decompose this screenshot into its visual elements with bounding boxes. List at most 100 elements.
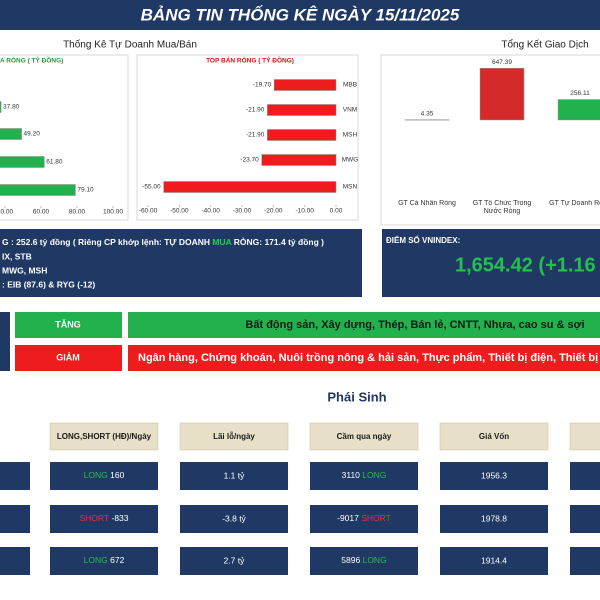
- x-tick-label: -50.00: [170, 208, 189, 215]
- carry-side: LONG: [362, 470, 386, 480]
- x-tick-label: -10.00: [295, 208, 314, 215]
- up-label-box: [15, 312, 122, 338]
- bar: [0, 128, 22, 140]
- cost-cell: 1956.3: [481, 470, 507, 480]
- row-cell: [440, 462, 548, 490]
- position-side: LONG: [84, 555, 108, 565]
- chart-subtitle: TOP BÁN RÒNG ( TỶ ĐỒNG): [206, 55, 294, 65]
- row-cell: [180, 462, 288, 490]
- value-label: 79.10: [77, 187, 94, 194]
- x-tick-label: 0.00: [330, 208, 343, 215]
- summary-line: G : 252.6 tỷ đồng ( Riêng CP khớp lệnh: …: [2, 236, 324, 247]
- summary-highlight: MUA: [212, 237, 231, 247]
- cost-cell: 1914.4: [481, 555, 507, 565]
- bar: [0, 101, 2, 113]
- x-tick-label: -30.00: [233, 208, 252, 215]
- row-cell: [570, 462, 600, 490]
- category-label-box: GT Tự Doanh Ròng: [549, 200, 600, 207]
- vnindex-value: 1,654.42 (+1.16: [455, 254, 596, 276]
- bar: [479, 67, 525, 121]
- position-cell: LONG 672: [84, 555, 125, 565]
- down-label: GIẢM: [56, 351, 80, 362]
- row-cell: [310, 505, 418, 533]
- carry-cell: 3110 LONG: [342, 470, 387, 480]
- value-label: 647.39: [492, 59, 512, 66]
- carry-side: SHORT: [361, 513, 391, 523]
- position-contracts: -833: [111, 513, 128, 523]
- bar: [0, 184, 76, 196]
- value-label: -21.90: [246, 132, 265, 139]
- chart-subtitle: A RÒNG ( TỶ ĐỒNG): [0, 55, 63, 65]
- value-label: 61.80: [46, 159, 63, 166]
- page-title: BẢNG TIN THỐNG KÊ NGÀY 15/11/2025: [141, 5, 460, 24]
- value-label: -23.70: [240, 157, 259, 164]
- pnl-cell: 1.1 tỷ: [224, 470, 246, 480]
- sector-side: [0, 312, 10, 371]
- row-cell: [310, 547, 418, 575]
- header-cell: [179, 422, 289, 451]
- bar: [557, 99, 600, 121]
- x-tick-label: 100.00: [103, 209, 123, 216]
- summary-line: IX, STB: [2, 251, 32, 261]
- bar: [0, 156, 45, 168]
- carry-cell: 5896 LONG: [341, 555, 386, 565]
- row-cell: [180, 547, 288, 575]
- pnl-cell: -3.8 tỷ: [222, 513, 246, 523]
- vnindex-label: ĐIỂM SỐ VNINDEX:: [386, 235, 460, 245]
- summary-text: G : 252.6 tỷ đồng ( Riêng CP khớp lệnh: …: [2, 237, 212, 247]
- pnl-cell: 2.7 tỷ: [224, 555, 246, 565]
- position-cell: SHORT -833: [80, 513, 129, 523]
- position-side: SHORT: [80, 513, 110, 523]
- bar: [267, 104, 337, 116]
- position-side: LONG: [84, 470, 108, 480]
- summary-text: RÒNG: 171.4 tỷ đồng ): [231, 236, 324, 247]
- row-cell: [50, 505, 158, 533]
- x-tick-label: 80.00: [69, 209, 86, 216]
- row-cell: [50, 547, 158, 575]
- row-cell: [0, 505, 30, 533]
- carry-qty: -9017: [337, 513, 359, 523]
- summary-line: : EIB (87.6) & RYG (-12): [2, 279, 95, 289]
- position-contracts: 160: [110, 470, 124, 480]
- row-cell: [0, 462, 30, 490]
- category-label: VNM: [343, 107, 357, 114]
- carry-qty: 3110: [342, 470, 361, 480]
- bar: [267, 129, 337, 141]
- x-tick-label: -40.00: [201, 208, 220, 215]
- value-label: 37.80: [3, 104, 20, 111]
- derivatives-title: Phái Sinh: [327, 389, 386, 404]
- row-cell: [50, 462, 158, 490]
- category-label: GT Tổ Chức Trong Nước Ròng: [472, 200, 532, 216]
- value-label: -21.90: [246, 107, 265, 114]
- row-cell: [570, 505, 600, 533]
- row-cell: [180, 505, 288, 533]
- summary-box: [0, 229, 362, 297]
- value-label: 4.35: [421, 110, 434, 117]
- row-cell: [570, 547, 600, 575]
- header-cell: [439, 422, 549, 451]
- header-label: Giá Vốn: [479, 432, 509, 441]
- down-label-box: [15, 345, 122, 371]
- x-tick-label: -60.00: [139, 208, 158, 215]
- x-tick-label: 60.00: [33, 209, 50, 216]
- category-label-box: GT Tổ Chức Trong Nước Ròng: [472, 200, 532, 216]
- position-contracts: 672: [110, 555, 124, 565]
- chart-title: Thống Kê Tự Doanh Mua/Bán: [63, 39, 197, 51]
- bar: [261, 154, 337, 166]
- header-label: Cầm qua ngày: [337, 432, 392, 441]
- up-label: TĂNG: [55, 319, 81, 329]
- value-label: -19.70: [253, 82, 272, 89]
- category-label: GT Cá Nhân Ròng: [398, 200, 456, 207]
- header-label: LONG,SHORT (HĐ)/Ngày: [57, 432, 152, 441]
- category-label: GT Tự Doanh Ròng: [549, 200, 600, 207]
- carry-side: LONG: [363, 555, 387, 565]
- value-label: 49.20: [24, 131, 41, 138]
- x-tick-label: 40.00: [0, 209, 14, 216]
- row-cell: [310, 462, 418, 490]
- chart-title: Tổng Kết Giao Dịch: [501, 39, 588, 51]
- category-label-box: GT Cá Nhân Ròng: [398, 200, 456, 207]
- category-label: MWG: [342, 157, 359, 164]
- category-label: MSN: [343, 184, 358, 191]
- up-sectors: Bất động sản, Xây dựng, Thép, Bán lẻ, CN…: [245, 319, 584, 331]
